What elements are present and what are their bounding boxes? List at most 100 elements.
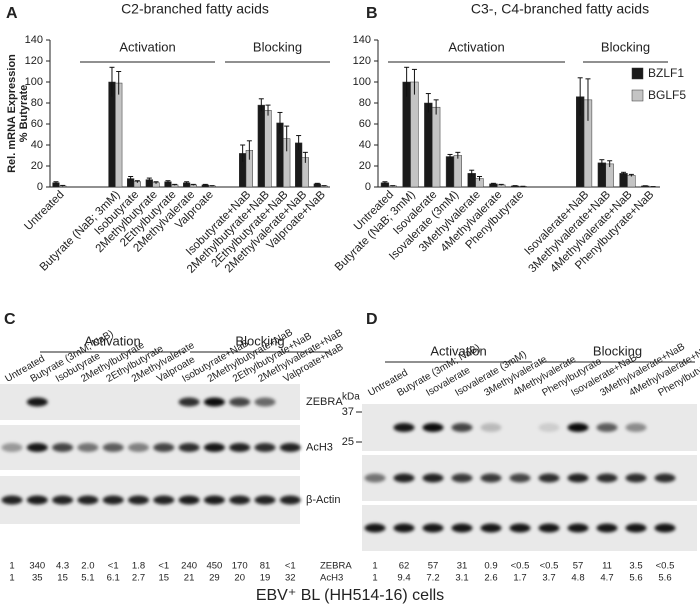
- bar: [108, 81, 116, 188]
- marker-unit: kDa: [342, 392, 360, 403]
- quant-value: 15: [159, 573, 170, 584]
- blot-band: [364, 523, 386, 533]
- group-label: Activation: [448, 39, 504, 54]
- quant-value: 1: [9, 573, 14, 584]
- blot-band: [393, 473, 415, 483]
- blot-band: [538, 473, 560, 483]
- quant-value: 57: [573, 561, 584, 572]
- quant-value: 21: [184, 573, 195, 584]
- y-tick-label: 140: [25, 34, 43, 46]
- quant-value: 2.0: [81, 561, 94, 572]
- blot-band: [178, 397, 200, 407]
- panel-label: B: [366, 5, 378, 22]
- group-label: Blocking: [593, 343, 642, 358]
- blot-band: [153, 495, 175, 505]
- blot-band: [451, 523, 473, 533]
- y-tick-label: 140: [353, 34, 371, 46]
- blot-band: [153, 443, 175, 452]
- group-label: Blocking: [253, 39, 302, 54]
- quant-value: 6.1: [107, 573, 120, 584]
- blot-band: [26, 397, 48, 407]
- y-tick-label: 120: [25, 55, 43, 67]
- panel-label: C: [4, 311, 16, 328]
- quant-value: <0.5: [511, 561, 530, 572]
- chart-title: C2-branched fatty acids: [121, 1, 269, 17]
- bar: [627, 175, 636, 188]
- quant-value: <1: [158, 561, 169, 572]
- blot-band: [26, 495, 48, 505]
- blot-band: [596, 423, 618, 432]
- y-tick-label: 40: [359, 139, 371, 151]
- y-tick-label: 60: [359, 118, 371, 130]
- blot-band: [52, 495, 74, 505]
- blot-band: [596, 473, 618, 483]
- quant-value: 29: [209, 573, 220, 584]
- blot-band: [203, 443, 225, 452]
- blot-band: [229, 397, 251, 407]
- marker-size: 37: [342, 406, 354, 418]
- quant-label: ZEBRA: [320, 561, 352, 572]
- quant-value: 62: [399, 561, 410, 572]
- panel-label: D: [366, 311, 378, 328]
- blot-band: [451, 423, 473, 432]
- quant-value: 5.6: [658, 573, 671, 584]
- blot-band: [77, 443, 99, 452]
- blot-band: [229, 443, 251, 452]
- quant-value: 1: [372, 561, 377, 572]
- quant-value: 3.7: [542, 573, 555, 584]
- quant-value: 20: [234, 573, 245, 584]
- blot-band: [625, 523, 647, 533]
- blot-band: [654, 473, 676, 483]
- marker-size: 25: [342, 436, 354, 448]
- quant-value: 32: [285, 573, 296, 584]
- quant-value: 5.6: [629, 573, 642, 584]
- group-label: Activation: [430, 343, 486, 358]
- quant-value: 170: [232, 561, 248, 572]
- bar: [431, 106, 441, 188]
- y-tick-label: 80: [31, 97, 43, 109]
- blot-band: [102, 495, 124, 505]
- blot-band: [178, 495, 200, 505]
- blot-band: [1, 443, 23, 452]
- quant-value: <1: [285, 561, 296, 572]
- blot-band: [422, 473, 444, 483]
- quant-value: <1: [108, 561, 119, 572]
- row-label: ZEBRA: [306, 396, 343, 408]
- bar: [619, 173, 628, 188]
- y-tick-label: 100: [353, 76, 371, 88]
- y-tick-label: 40: [31, 139, 43, 151]
- blot-band: [625, 473, 647, 483]
- blot-band: [480, 523, 502, 533]
- quant-value: 35: [32, 573, 43, 584]
- quant-value: 15: [57, 573, 68, 584]
- blot-band: [254, 443, 276, 452]
- quant-value: 9.4: [397, 573, 410, 584]
- blot-band: [509, 523, 531, 533]
- y-tick-label: 0: [365, 181, 371, 193]
- blot-band: [567, 423, 589, 432]
- panel-label: A: [6, 5, 18, 22]
- quant-value: 1.7: [513, 573, 526, 584]
- blot-band: [279, 495, 301, 505]
- blot-band: [1, 495, 23, 505]
- blot-band: [625, 423, 647, 432]
- blot-band: [254, 495, 276, 505]
- bar: [424, 102, 433, 188]
- quant-value: 4.7: [600, 573, 613, 584]
- x-tick-label: Untreated: [22, 189, 66, 233]
- bar: [115, 82, 123, 188]
- group-label: Activation: [119, 39, 175, 54]
- row-label: AcH3: [306, 441, 333, 453]
- quant-value: 3.5: [629, 561, 642, 572]
- quant-value: <0.5: [656, 561, 675, 572]
- bar: [445, 156, 455, 188]
- blot-band: [422, 523, 444, 533]
- y-tick-label: 20: [31, 160, 43, 172]
- blot-band: [509, 473, 531, 483]
- y-tick-label: 120: [353, 55, 371, 67]
- group-label: Blocking: [601, 39, 650, 54]
- quant-value: <0.5: [540, 561, 559, 572]
- quant-value: 4.8: [571, 573, 584, 584]
- blot-band: [480, 423, 502, 432]
- quant-value: 57: [428, 561, 439, 572]
